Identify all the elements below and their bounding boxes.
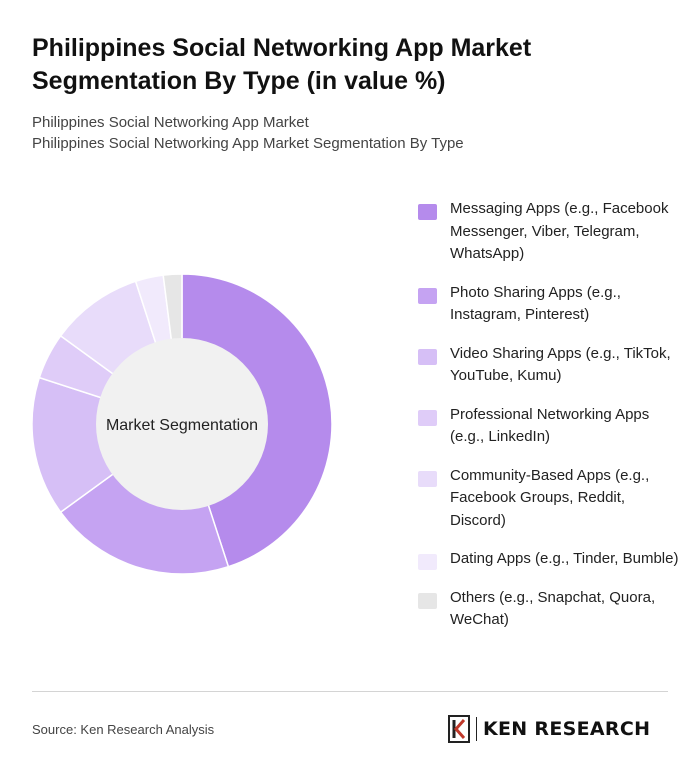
legend-swatch	[418, 554, 437, 570]
legend-swatch	[418, 287, 437, 304]
legend-item: Community-Based Apps (e.g., Facebook Gro…	[418, 465, 680, 533]
legend-item: Messaging Apps (e.g., Facebook Messenger…	[418, 198, 680, 266]
ken-research-logo-icon	[448, 715, 470, 743]
ken-research-logo: KEN RESEARCH	[448, 714, 650, 744]
legend-item: Photo Sharing Apps (e.g., Instagram, Pin…	[418, 282, 680, 327]
legend-label: Community-Based Apps (e.g., Facebook Gro…	[450, 466, 650, 529]
brand-name: KEN RESEARCH	[483, 718, 651, 740]
legend-swatch	[418, 470, 437, 487]
legend-label: Dating Apps (e.g., Tinder, Bumble)	[450, 550, 679, 567]
legend-item: Others (e.g., Snapchat, Quora, WeChat)	[418, 587, 680, 632]
legend-swatch	[418, 348, 437, 365]
subtitle-block: Philippines Social Networking App Market…	[32, 112, 464, 154]
legend-label: Video Sharing Apps (e.g., TikTok, YouTub…	[450, 344, 671, 385]
legend-label: Others (e.g., Snapchat, Quora, WeChat)	[450, 588, 656, 629]
legend-item: Dating Apps (e.g., Tinder, Bumble)	[418, 548, 680, 571]
chart-legend: Messaging Apps (e.g., Facebook Messenger…	[418, 198, 680, 648]
legend-label: Professional Networking Apps (e.g., Link…	[450, 405, 650, 446]
subtitle-line: Philippines Social Networking App Market	[32, 114, 309, 131]
footer-divider	[32, 691, 668, 692]
legend-item: Video Sharing Apps (e.g., TikTok, YouTub…	[418, 343, 680, 388]
legend-label: Photo Sharing Apps (e.g., Instagram, Pin…	[450, 283, 621, 324]
legend-swatch	[418, 409, 437, 426]
legend-item: Professional Networking Apps (e.g., Link…	[418, 404, 680, 449]
chart-title: Philippines Social Networking App Market…	[32, 34, 532, 95]
brand-separator	[476, 717, 477, 741]
subtitle-line: Philippines Social Networking App Market…	[32, 135, 464, 152]
legend-swatch	[418, 592, 437, 609]
donut-hole	[96, 338, 268, 510]
legend-swatch	[418, 204, 437, 220]
donut-center-label: Market Segmentation	[106, 417, 258, 434]
donut-chart: Market Segmentation	[31, 273, 333, 575]
legend-label: Messaging Apps (e.g., Facebook Messenger…	[450, 200, 669, 262]
source-note: Source: Ken Research Analysis	[32, 722, 215, 737]
